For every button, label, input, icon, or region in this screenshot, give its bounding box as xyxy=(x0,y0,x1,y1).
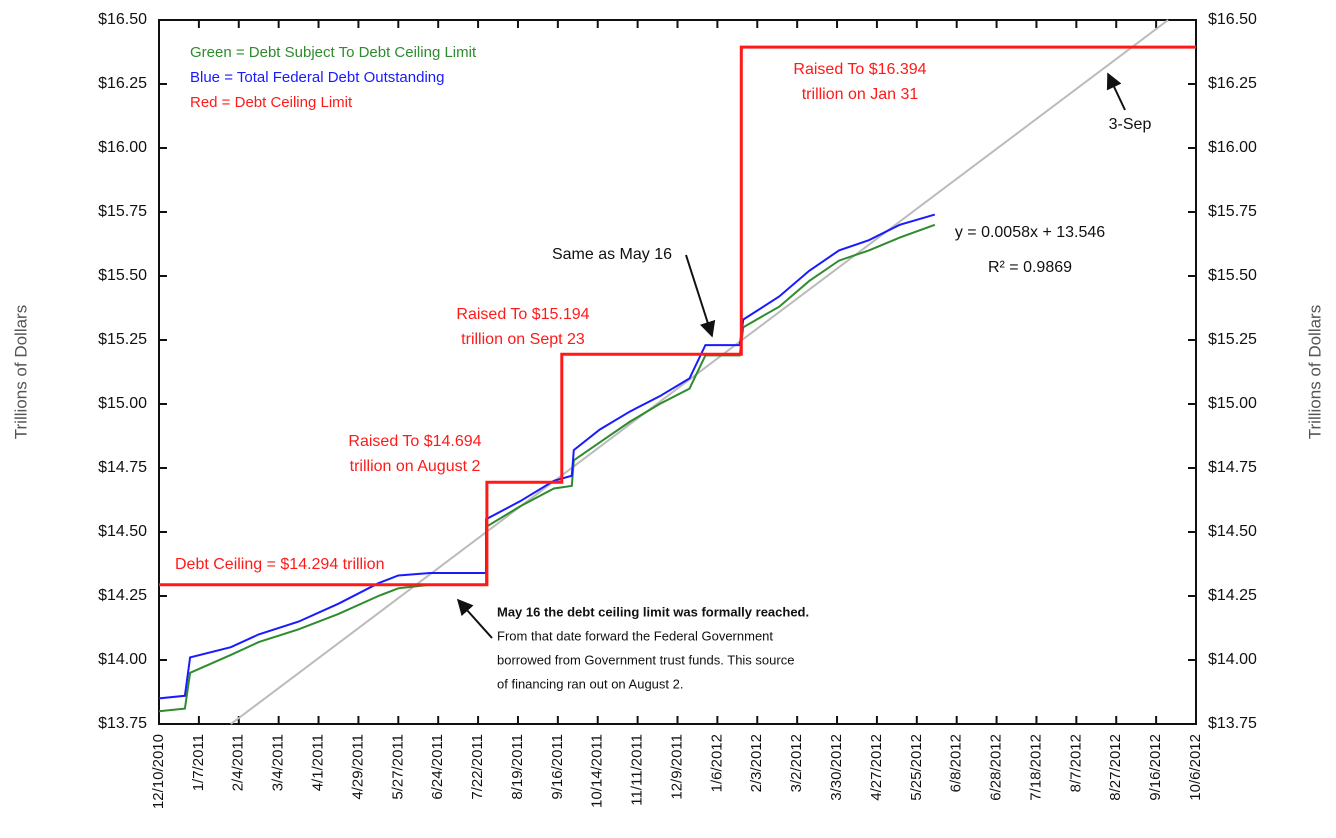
annotation: trillion on Jan 31 xyxy=(802,86,919,103)
y2-tick-label: $16.00 xyxy=(1208,139,1257,156)
x-tick-label: 1/6/2012 xyxy=(708,734,725,792)
x-tick-label: 6/8/2012 xyxy=(948,734,965,792)
y-tick-label: $14.00 xyxy=(98,651,147,668)
y2-tick-label: $15.25 xyxy=(1208,331,1257,348)
x-tick-label: 4/27/2012 xyxy=(868,734,885,801)
annotation: of financing ran out on August 2. xyxy=(497,676,683,691)
y-tick-label: $14.50 xyxy=(98,523,147,540)
x-tick-label: 11/11/2011 xyxy=(629,734,646,806)
annotation-arrow xyxy=(685,254,716,338)
x-tick-label: 5/27/2011 xyxy=(389,734,406,800)
annotation-arrow xyxy=(1106,72,1126,111)
annotation: borrowed from Government trust funds. Th… xyxy=(497,652,794,667)
y2-tick-label: $15.00 xyxy=(1208,395,1257,412)
y2-tick-label: $14.00 xyxy=(1208,651,1257,668)
x-tick-label: 7/18/2012 xyxy=(1027,734,1044,801)
x-tick-label: 6/28/2012 xyxy=(988,734,1005,801)
y2-tick-label: $15.50 xyxy=(1208,267,1257,284)
annotation: 3-Sep xyxy=(1109,116,1152,133)
annotation: Debt Ceiling = $14.294 trillion xyxy=(175,556,384,573)
annotation-arrow xyxy=(456,598,493,639)
annotation: Raised To $15.194 xyxy=(456,306,589,323)
annotation: trillion on Sept 23 xyxy=(461,331,585,348)
trend-line xyxy=(230,19,1169,725)
x-tick-label: 4/29/2011 xyxy=(349,734,366,800)
x-tick-label: 3/4/2011 xyxy=(270,734,287,791)
y2-axis-label: Trillions of Dollars xyxy=(1305,305,1324,439)
y-tick-label: $15.50 xyxy=(98,267,147,284)
x-tick-label: 12/10/2010 xyxy=(150,734,167,809)
x-tick-label: 10/14/2011 xyxy=(589,734,606,808)
y-tick-label: $14.75 xyxy=(98,459,147,476)
x-tick-label: 9/16/2012 xyxy=(1147,734,1164,801)
y-tick-label: $16.00 xyxy=(98,139,147,156)
x-tick-label: 7/22/2011 xyxy=(469,734,486,800)
annotation: May 16 the debt ceiling limit was formal… xyxy=(497,604,809,619)
y-tick-label: $16.25 xyxy=(98,75,147,92)
annotation: Same as May 16 xyxy=(552,246,672,263)
y-tick-label: $13.75 xyxy=(98,715,147,732)
x-tick-label: 8/19/2011 xyxy=(509,734,526,800)
x-tick-label: 1/7/2011 xyxy=(190,734,207,791)
annotation: y = 0.0058x + 13.546 xyxy=(955,224,1105,241)
y-tick-label: $15.25 xyxy=(98,331,147,348)
y2-tick-label: $14.50 xyxy=(1208,523,1257,540)
x-tick-label: 8/7/2012 xyxy=(1067,734,1084,792)
x-tick-label: 2/4/2011 xyxy=(230,734,247,791)
x-tick-label: 2/3/2012 xyxy=(748,734,765,792)
y-tick-label: $15.75 xyxy=(98,203,147,220)
legend-entry: Green = Debt Subject To Debt Ceiling Lim… xyxy=(190,44,477,61)
y2-tick-label: $14.25 xyxy=(1208,587,1257,604)
annotation: Raised To $14.694 xyxy=(348,433,481,450)
y2-tick-label: $15.75 xyxy=(1208,203,1257,220)
y2-tick-label: $13.75 xyxy=(1208,715,1257,732)
y2-tick-label: $14.75 xyxy=(1208,459,1257,476)
legend-entry: Blue = Total Federal Debt Outstanding xyxy=(190,69,444,86)
y-tick-label: $15.00 xyxy=(98,395,147,412)
y2-tick-label: $16.25 xyxy=(1208,75,1257,92)
x-tick-label: 6/24/2011 xyxy=(429,734,446,800)
series-line xyxy=(158,213,936,700)
series-line xyxy=(158,223,936,713)
x-tick-label: 10/6/2012 xyxy=(1187,734,1204,801)
annotation: trillion on August 2 xyxy=(350,458,481,475)
series-line xyxy=(159,45,1196,587)
x-tick-label: 3/2/2012 xyxy=(788,734,805,792)
legend-entry: Red = Debt Ceiling Limit xyxy=(190,94,353,111)
y-tick-label: $16.50 xyxy=(98,11,147,28)
annotation: From that date forward the Federal Gover… xyxy=(497,628,773,643)
annotation: Raised To $16.394 xyxy=(793,61,926,78)
x-tick-label: 8/27/2012 xyxy=(1107,734,1124,801)
x-tick-label: 9/16/2011 xyxy=(549,734,566,800)
x-tick-label: 4/1/2011 xyxy=(310,734,327,791)
y-axis-label: Trillions of Dollars xyxy=(11,305,30,439)
x-tick-label: 5/25/2012 xyxy=(908,734,925,801)
x-tick-label: 12/9/2011 xyxy=(668,734,685,800)
y-tick-label: $14.25 xyxy=(98,587,147,604)
annotation: R² = 0.9869 xyxy=(988,259,1072,276)
x-tick-label: 3/30/2012 xyxy=(828,734,845,801)
y2-tick-label: $16.50 xyxy=(1208,11,1257,28)
